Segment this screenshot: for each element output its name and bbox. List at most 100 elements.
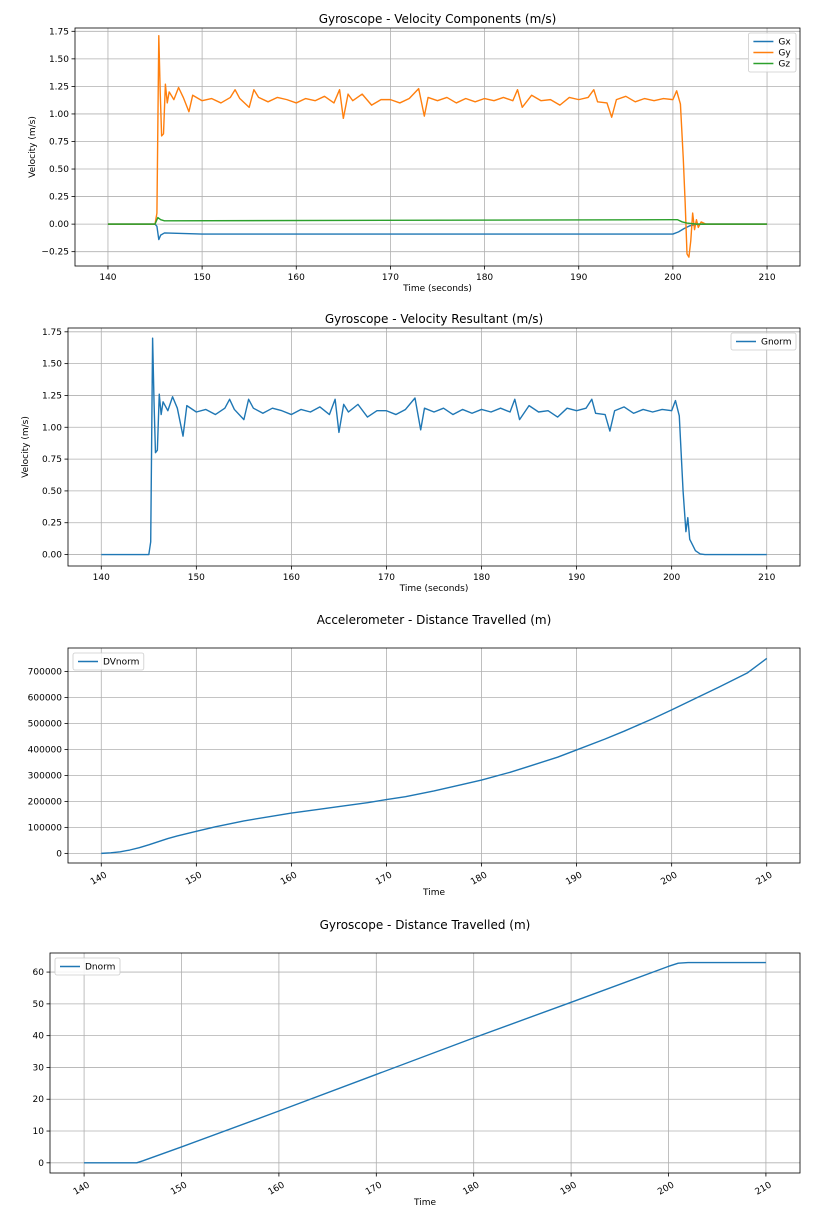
legend-entry: Gz	[778, 60, 790, 70]
x-tick-label: 210	[758, 573, 775, 583]
y-tick-label: 0.75	[42, 455, 62, 465]
y-tick-label: 1.25	[49, 82, 69, 92]
x-tick-label: 150	[169, 1180, 189, 1197]
series-line-gx	[107, 223, 768, 241]
legend: Dnorm	[54, 957, 121, 976]
plot-frame	[74, 27, 801, 267]
chart-2: 140 150 160 170 180 190 200 210 0.00 0.25 0.50 0.75…	[21, 312, 801, 594]
chart-title: Gyroscope - Velocity Components (m/s)	[319, 12, 557, 26]
y-tick-label: 60	[33, 968, 45, 978]
x-tick-label: 180	[476, 273, 493, 283]
y-tick-label: 0.00	[42, 551, 62, 561]
x-tick-label: 180	[461, 1180, 481, 1197]
y-tick-label: 200000	[28, 797, 63, 807]
y-tick-label: 0.00	[49, 220, 69, 230]
y-axis-label: Velocity (m/s)	[28, 116, 38, 178]
chart-title: Gyroscope - Velocity Resultant (m/s)	[325, 312, 543, 326]
x-tick-label: 190	[568, 573, 585, 583]
legend-box	[730, 332, 797, 351]
x-tick-label: 190	[570, 273, 587, 283]
y-tick-label: 0.50	[49, 165, 69, 175]
y-tick-label: 1.75	[49, 27, 69, 37]
y-tick-label: 600000	[28, 693, 63, 703]
y-tick-label: 500000	[28, 719, 63, 729]
chart-4: 140 150 160 170 180 190 200 210 0 10 20 30 40 50 60 Gyr…	[33, 918, 801, 1208]
y-tick-label: 0.75	[49, 137, 69, 147]
chart-title: Accelerometer - Distance Travelled (m)	[317, 613, 552, 627]
x-tick-label: 160	[267, 1180, 287, 1197]
plot-frame	[67, 327, 801, 567]
chart-1: 140 150 160 170 180 190 200 210 −0.25 0.00 0.25 0.5…	[28, 12, 801, 294]
x-tick-label: 170	[364, 1180, 384, 1197]
y-tick-label: 100000	[28, 823, 63, 833]
x-tick-label: 210	[758, 273, 775, 283]
y-tick-label: 0	[38, 1159, 44, 1169]
x-axis-label: Time	[413, 1198, 436, 1208]
y-tick-label: 1.50	[42, 360, 62, 370]
y-tick-label: 400000	[28, 745, 63, 755]
x-tick-label: 160	[288, 273, 305, 283]
x-tick-label: 190	[564, 870, 584, 887]
x-tick-label: 160	[279, 870, 299, 887]
chart-title: Gyroscope - Distance Travelled (m)	[320, 918, 531, 932]
x-tick-label: 210	[754, 1180, 774, 1197]
y-tick-label: 0.25	[42, 519, 62, 529]
x-tick-label: 200	[656, 1180, 676, 1197]
x-axis-label: Time (seconds)	[399, 584, 469, 594]
legend-entry: Gy	[778, 49, 791, 59]
x-tick-label: 180	[473, 573, 490, 583]
y-tick-label: 1.00	[49, 110, 69, 120]
series-line-gnorm	[101, 337, 767, 556]
y-tick-label: 700000	[28, 667, 63, 677]
y-tick-label: 300000	[28, 771, 63, 781]
x-tick-label: 150	[194, 273, 211, 283]
x-axis-label: Time (seconds)	[402, 284, 472, 294]
legend-entry: Gx	[778, 38, 791, 48]
y-tick-label: 1.25	[42, 391, 62, 401]
y-tick-label: −0.25	[41, 248, 69, 258]
series-line-dvnorm	[101, 657, 768, 855]
y-tick-label: 1.75	[42, 328, 62, 338]
y-tick-label: 50	[33, 1000, 45, 1010]
x-tick-label: 200	[664, 273, 681, 283]
x-tick-label: 140	[89, 870, 109, 887]
x-tick-label: 170	[374, 870, 394, 887]
legend: DVnorm	[72, 652, 145, 671]
legend-entry: DVnorm	[103, 658, 139, 668]
y-tick-label: 20	[33, 1095, 45, 1105]
x-tick-label: 140	[93, 573, 110, 583]
x-tick-label: 160	[283, 573, 300, 583]
y-axis-label: Velocity (m/s)	[21, 416, 31, 478]
x-axis-label: Time	[422, 888, 445, 898]
plot-frame	[49, 952, 801, 1174]
series-line-dnorm	[84, 961, 766, 1164]
series-line-gz	[107, 216, 768, 225]
x-tick-label: 140	[99, 273, 116, 283]
y-tick-label: 0.25	[49, 193, 69, 203]
y-tick-label: 0.50	[42, 487, 62, 497]
legend-entry: Gnorm	[761, 338, 792, 348]
x-tick-label: 200	[659, 870, 679, 887]
legend-box	[72, 652, 145, 671]
y-tick-label: 30	[33, 1063, 45, 1073]
x-tick-label: 210	[754, 870, 774, 887]
chart-3: 140 150 160 170 180 190 200 210 0 100000 200000 300…	[28, 613, 801, 898]
x-tick-label: 150	[184, 870, 204, 887]
y-tick-label: 10	[33, 1127, 45, 1137]
legend: Gnorm	[730, 332, 797, 351]
x-tick-label: 140	[72, 1180, 92, 1197]
x-tick-label: 200	[663, 573, 680, 583]
legend-box	[54, 957, 121, 976]
y-tick-label: 40	[33, 1032, 45, 1042]
y-tick-label: 1.00	[42, 423, 62, 433]
x-tick-label: 190	[559, 1180, 579, 1197]
plot-frame	[67, 647, 801, 864]
x-tick-label: 180	[469, 870, 489, 887]
x-tick-label: 150	[188, 573, 205, 583]
x-tick-label: 170	[382, 273, 399, 283]
x-tick-label: 170	[378, 573, 395, 583]
series-line-gy	[107, 35, 768, 258]
